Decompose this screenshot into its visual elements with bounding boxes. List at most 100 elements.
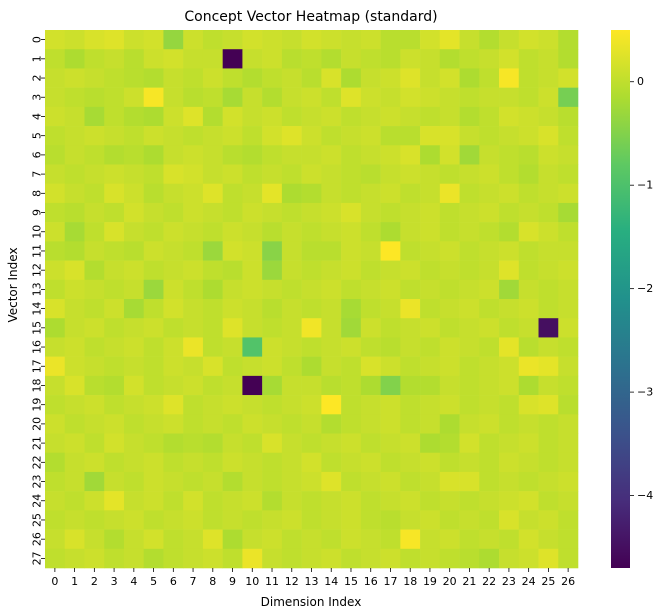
heatmap-cell [104,202,125,223]
heatmap-cell [64,471,85,492]
heatmap-cell [183,414,204,434]
heatmap-cell [222,68,243,88]
heatmap-cell [104,68,125,88]
heatmap-cell [262,471,283,492]
heatmap-cell [321,491,342,511]
heatmap-cell [439,529,460,550]
y-tick-label: 24 [31,494,44,508]
heatmap-cell [341,375,362,396]
y-tick-label: 10 [31,225,44,239]
heatmap-cell [518,548,539,569]
heatmap-cell [183,164,204,185]
heatmap-cell [281,395,302,415]
heatmap-cell [518,337,539,357]
heatmap-cell [163,183,184,204]
heatmap-cell [242,145,263,165]
heatmap-cell [64,30,85,50]
heatmap-cell [538,49,559,69]
heatmap-cell [104,510,125,530]
heatmap-cell [420,164,441,185]
heatmap-cell [321,452,342,473]
heatmap-cell [84,260,105,281]
heatmap-cell [183,395,204,415]
heatmap-cell [439,106,460,127]
heatmap-cell [459,375,480,396]
heatmap-cell [143,30,164,50]
heatmap-cell [163,471,184,492]
heatmap-cell [459,222,480,242]
heatmap-cell [281,471,302,492]
heatmap-cell [281,491,302,511]
heatmap-cell [301,356,322,377]
heatmap-cell [301,260,322,281]
heatmap-cell [538,433,559,454]
heatmap-cell [321,183,342,204]
heatmap-cell [479,548,500,569]
heatmap-cell [459,87,480,108]
heatmap-cell [281,318,302,338]
heatmap-cell [242,30,263,50]
heatmap-cell [84,491,105,511]
heatmap-cell [84,202,105,223]
heatmap-cell [479,471,500,492]
heatmap-cell [459,337,480,357]
heatmap-cell [143,318,164,338]
x-tick-label: 10 [245,575,259,588]
heatmap-cell [222,260,243,281]
heatmap-cell [183,471,204,492]
heatmap-cell [360,414,381,434]
heatmap-cell [183,491,204,511]
heatmap-cell [380,164,401,185]
heatmap-cell [143,202,164,223]
heatmap-cell [420,241,441,261]
heatmap-cell [380,548,401,569]
x-tick-label: 21 [462,575,476,588]
heatmap-cell [222,30,243,50]
heatmap-cell [439,126,460,146]
heatmap-cell [459,433,480,454]
heatmap-cell [281,375,302,396]
y-tick-label: 8 [31,190,44,197]
heatmap-cell [104,106,125,127]
heatmap-cell [262,49,283,69]
heatmap-cell [222,452,243,473]
heatmap-cell [400,49,421,69]
heatmap-cell [262,356,283,377]
heatmap-cell [518,395,539,415]
heatmap-cell [360,548,381,569]
heatmap-cell [420,279,441,300]
heatmap-cell [420,87,441,108]
heatmap-cell [479,279,500,300]
heatmap-cell [45,529,66,550]
heatmap-cell [242,318,263,338]
heatmap-cell [104,529,125,550]
heatmap-cell [301,510,322,530]
heatmap-cell [84,183,105,204]
heatmap-cell [459,202,480,223]
heatmap-cell [400,241,421,261]
heatmap-cell [499,299,520,319]
heatmap-cell [45,471,66,492]
heatmap-cell [459,106,480,127]
heatmap-cell [281,183,302,204]
x-tick-label: 12 [285,575,299,588]
heatmap-cell [123,299,144,319]
heatmap-cell [281,126,302,146]
heatmap-cell [518,202,539,223]
heatmap-cell [341,279,362,300]
heatmap-cell [202,145,223,165]
heatmap-cell [242,183,263,204]
heatmap-cell [281,337,302,357]
heatmap-cell [499,202,520,223]
heatmap-cell [222,87,243,108]
y-tick-label: 18 [31,378,44,392]
y-tick-label: 27 [31,551,44,565]
heatmap-cell [242,395,263,415]
heatmap-cell [518,452,539,473]
heatmap-cell [64,183,85,204]
heatmap-cell [380,183,401,204]
heatmap-cell [143,222,164,242]
heatmap-cell [104,318,125,338]
heatmap-cell [301,548,322,569]
